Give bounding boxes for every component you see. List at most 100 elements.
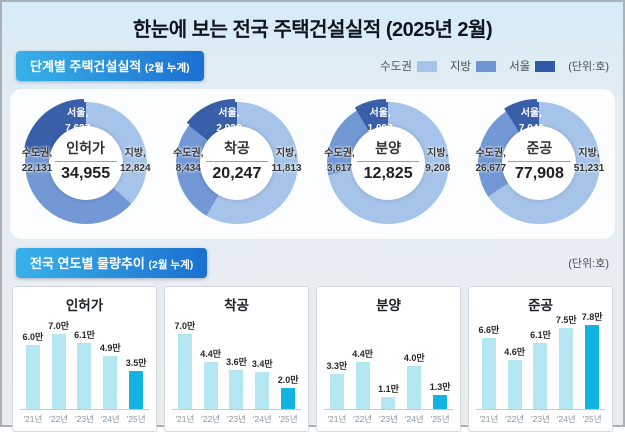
x-axis-label: '23년 (227, 414, 246, 424)
bar-chart-card-permits: 인허가 6.0만 7.0만 6.1만 4.9만 3.5만 '21년 '22년 '23년 '24… (12, 286, 157, 432)
bar-chart-card-sales: 분양 3.3만 4.4만 1.1만 4.0만 1.3만 '21년 '22년 '23년 '24년… (316, 286, 461, 432)
jibang-label: 지방, 12,824 (119, 148, 151, 174)
x-axis-label: '22년 (505, 414, 525, 424)
bar-value-label: 3.3만 (326, 360, 348, 371)
bar-chart: 6.6만 4.6만 6.1만 7.5만 7.8만 (476, 312, 605, 410)
jibang-label: 지방, 11,813 (271, 148, 302, 174)
bar-slot: 4.0만 (401, 351, 427, 409)
units-label: (단위:호) (568, 258, 609, 270)
x-axis-label: '25년 (278, 414, 298, 424)
bar-value-label: 3.6만 (226, 357, 247, 368)
bar-value-label: 3.5만 (125, 358, 147, 369)
bar-value-label: 1.1만 (378, 384, 399, 395)
bar-slot: 4.4만 (198, 347, 224, 409)
donut-chart-permits: 서울, 7,627 수도권, 22,131 지방, 12,824 인허가 34,… (10, 89, 161, 239)
donut-hole (502, 126, 577, 200)
bar (203, 361, 218, 409)
x-axis-label: '25년 (126, 414, 146, 424)
x-axis: '21년 '22년 '23년 '24년 '25년 (476, 413, 605, 425)
legend-label: 지방 (449, 61, 472, 73)
seoul-label: 서울, 7,046 (518, 108, 544, 134)
x-axis-label: '21년 (175, 414, 195, 424)
bar (103, 356, 118, 409)
donut-chart-starts: 서울, 2,938 수도권, 8,434 지방, 11,813 착공 20,24… (161, 89, 312, 239)
bar-value-label: 1.3만 (429, 382, 451, 393)
donut-center: 착공 20,247 (194, 138, 280, 183)
bar-value-label: 6.1만 (530, 330, 551, 341)
bar-slot: 1.1만 (376, 382, 402, 409)
bar-value-label: 7.8만 (581, 312, 603, 323)
bar (559, 328, 574, 409)
bar-slot: 7.0만 (172, 319, 198, 409)
x-axis-label: '22년 (49, 414, 69, 424)
bar-slot: 4.9만 (97, 341, 123, 409)
legend-item-sudogwon: 수도권 (380, 58, 437, 74)
jibang-label: 지방, 9,208 (425, 148, 451, 174)
legend-item-jibang: 지방 (449, 58, 497, 74)
donut-center: 분양 12,825 (345, 138, 431, 183)
x-axis-label: '21년 (327, 414, 347, 424)
x-axis-label: '22년 (201, 414, 221, 424)
section2-header-badge: 전국 연도별 물량추이 (2월 누계) (16, 248, 208, 278)
bar (129, 371, 144, 409)
bar (407, 366, 422, 409)
section1-header-badge: 단계별 주택건설실적 (2월 누계) (16, 51, 204, 81)
x-axis: '21년 '22년 '23년 '24년 '25년 (324, 413, 453, 425)
x-axis-label: '25년 (582, 414, 602, 424)
x-axis-label: '24년 (100, 414, 120, 424)
x-axis: '21년 '22년 '23년 '24년 '25년 (20, 413, 149, 425)
bar-value-label: 4.4만 (352, 348, 374, 359)
section2-header-row: 전국 연도별 물량추이 (2월 누계) (단위:호) (16, 248, 609, 278)
legend-swatch-sudogwon (416, 60, 437, 72)
section1-header-row: 단계별 주택건설실적 (2월 누계) 수도권 지방 서울 (단위:호) (16, 51, 609, 81)
bar (281, 387, 296, 409)
donut-center: 준공 77,908 (496, 138, 582, 183)
bar-slot: 7.0만 (46, 319, 72, 409)
bar-slot: 4.6만 (502, 345, 528, 409)
bar (329, 373, 344, 409)
bar-slot: 6.0만 (20, 330, 46, 409)
x-axis-label: '23년 (379, 414, 398, 424)
bar (355, 361, 370, 409)
bar-value-label: 6.0만 (22, 331, 44, 342)
bar-value-label: 3.4만 (251, 359, 273, 370)
bar-slot: 6.1만 (528, 328, 554, 409)
seoul-label: 서울, 1,097 (367, 108, 393, 134)
donut-panel: 서울, 7,627 수도권, 22,131 지방, 12,824 인허가 34,… (10, 89, 615, 239)
bar-slot: 6.6만 (476, 323, 502, 409)
sudogwon-label: 수도권, 8,434 (173, 148, 204, 174)
bar-value-label: 4.4만 (200, 348, 222, 359)
bar-value-label: 7.0만 (48, 320, 70, 331)
bar-value-label: 4.6만 (504, 346, 526, 357)
bar (77, 343, 92, 409)
bar-chart-card-completions: 준공 6.6만 4.6만 6.1만 7.5만 7.8만 '21년 '22년 '23년 '24년… (468, 286, 613, 432)
bar-value-label: 7.0만 (174, 320, 196, 331)
jibang-label: 지방, 51,231 (573, 148, 605, 174)
bar-chart-card-starts: 착공 7.0만 4.4만 3.6만 3.4만 2.0만 '21년 '22년 '23년 '24년… (164, 286, 309, 432)
bar (533, 343, 548, 409)
bar-value-label: 7.5만 (555, 315, 577, 326)
bar (25, 344, 40, 409)
section1-subtitle: (2월 누계) (144, 62, 190, 74)
x-axis-label: '24년 (556, 414, 576, 424)
seoul-label: 서울, 2,938 (216, 108, 242, 134)
sudogwon-label: 수도권, 22,131 (21, 148, 53, 174)
bar-chart: 7.0만 4.4만 3.6만 3.4만 2.0만 (172, 316, 301, 410)
bar-slot: 7.5만 (553, 313, 579, 409)
section2-subtitle: (2월 누계) (148, 259, 194, 271)
bar (381, 397, 396, 409)
x-axis-label: '23년 (531, 414, 550, 424)
sudogwon-label: 수도권, 3,617 (324, 148, 355, 174)
legend-swatch-jibang (476, 60, 497, 72)
x-axis-label: '21년 (479, 414, 499, 424)
x-axis-label: '22년 (353, 414, 373, 424)
bar-chart: 6.0만 7.0만 6.1만 4.9만 3.5만 (20, 316, 149, 410)
x-axis-label: '24년 (404, 414, 424, 424)
bar-slot: 3.4만 (249, 357, 275, 409)
bar (51, 333, 66, 409)
bar (481, 338, 496, 409)
legend-item-seoul: 서울 (509, 58, 556, 74)
bar-value-label: 6.6만 (478, 325, 500, 336)
donut-hole (351, 126, 426, 200)
